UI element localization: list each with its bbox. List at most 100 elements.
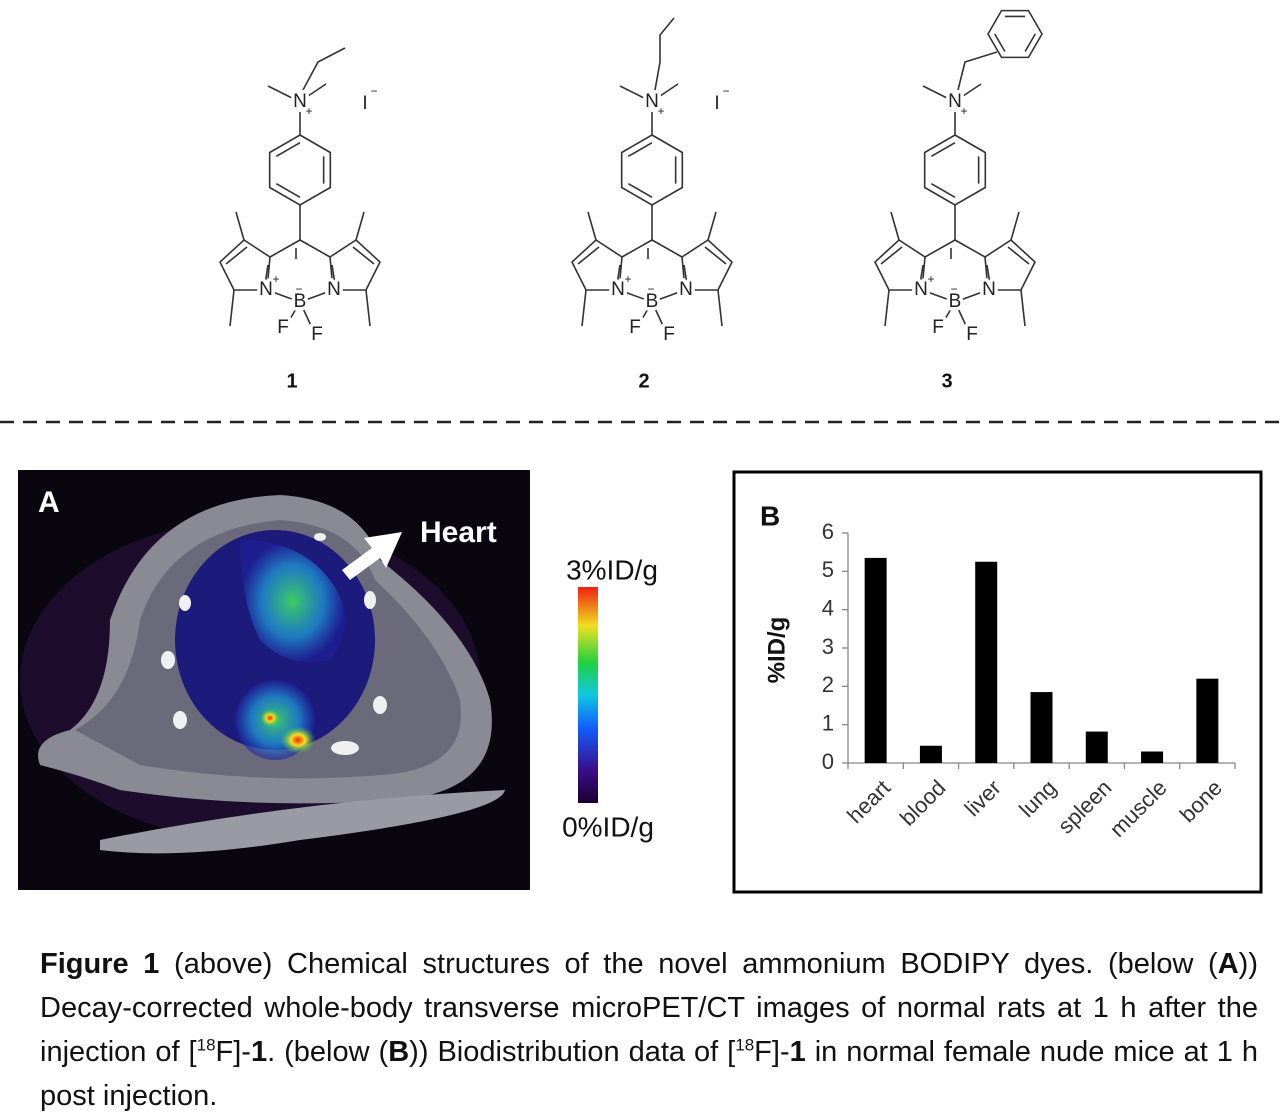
charge: + [272, 272, 279, 286]
arrow [342, 532, 402, 580]
atom-label: F [932, 317, 944, 338]
atom-label: N [611, 279, 625, 300]
bond [620, 134, 684, 206]
caption: Figure 1 (above) Chemical structures of … [40, 942, 1258, 1118]
caption-text: 18 [735, 1035, 755, 1055]
bond [581, 289, 587, 327]
bond [302, 47, 346, 91]
bond [618, 289, 653, 303]
atom-label: F [311, 324, 323, 345]
bond [954, 239, 986, 258]
charge: − [370, 84, 377, 98]
atom-label: F [966, 324, 978, 345]
y-tick-label: 2 [822, 672, 834, 697]
bond [717, 289, 723, 327]
bond [275, 142, 301, 158]
bond [884, 289, 890, 327]
bond [267, 85, 293, 99]
counterion: I [362, 93, 367, 114]
bond [307, 83, 327, 97]
bond [1020, 289, 1026, 327]
bond [954, 289, 989, 303]
bond [587, 211, 597, 241]
bond [627, 142, 653, 158]
bond [275, 182, 301, 198]
bond [659, 83, 679, 97]
caption-text: 1 [250, 1036, 268, 1068]
bond [651, 301, 667, 333]
bond [957, 51, 998, 91]
bond [704, 246, 727, 265]
caption-text: Figure 1 [40, 948, 160, 980]
bond [651, 239, 683, 258]
bond [683, 264, 688, 285]
bond [962, 83, 982, 97]
y-tick-label: 5 [822, 557, 834, 582]
caption-text: F]- [215, 1036, 251, 1068]
bar [919, 745, 942, 763]
bond [225, 246, 248, 265]
bond [919, 264, 924, 285]
y-tick-label: 3 [822, 634, 834, 659]
structures: N+N +B− NF FI−1N+N +B− NF FI−2N+N +B− NF F3 [219, 9, 1043, 392]
atom-label: N [982, 279, 996, 300]
atom-label: F [629, 317, 641, 338]
compound-label: 3 [941, 370, 952, 392]
caption-text: A [1217, 948, 1239, 980]
atom-label: N [645, 91, 659, 112]
bond [921, 289, 956, 303]
bond [637, 301, 653, 327]
bond [352, 246, 375, 265]
bond [874, 238, 926, 291]
bond [1007, 246, 1030, 265]
bond [268, 134, 332, 206]
bond [229, 289, 235, 327]
charge: − [295, 282, 302, 296]
charge: + [927, 272, 934, 286]
atom-label: N [293, 91, 307, 112]
bond [577, 246, 600, 265]
bond [235, 211, 245, 241]
charge: + [657, 104, 664, 118]
caption-text: 18 [196, 1035, 216, 1055]
bond [930, 182, 956, 198]
bond [924, 239, 956, 258]
bond [299, 289, 334, 303]
bond [654, 17, 675, 91]
bond [285, 301, 301, 327]
compound-label: 2 [638, 370, 649, 392]
bond [984, 238, 1036, 291]
atom-label: F [277, 317, 289, 338]
charge: + [960, 104, 967, 118]
caption-text: )) Biodistribution data of [ [409, 1036, 736, 1068]
bond [987, 9, 1043, 59]
atom-label: N [327, 279, 341, 300]
bond [994, 33, 1006, 52]
bond [940, 301, 956, 327]
caption-text: F]- [754, 1036, 790, 1068]
panel-label: A [38, 486, 60, 519]
caption-text: 1 [789, 1036, 806, 1068]
bar [1085, 731, 1108, 763]
bond [616, 264, 621, 285]
y-tick-label: 6 [822, 519, 834, 544]
bond [331, 264, 336, 285]
bond [880, 246, 903, 265]
colorbar [578, 587, 598, 803]
bond [707, 211, 717, 241]
compound-label: 1 [286, 370, 297, 392]
bond [266, 289, 301, 303]
y-tick-label: 1 [822, 710, 834, 735]
atom-label: B [949, 291, 962, 312]
charge: − [722, 84, 729, 98]
bond [1010, 211, 1020, 241]
y-axis-label: %ID/g [763, 617, 790, 684]
charge: + [624, 272, 631, 286]
bond [923, 134, 987, 206]
chart-frame [732, 470, 1263, 894]
bond [681, 238, 733, 291]
charge: − [647, 282, 654, 296]
charge: − [950, 282, 957, 296]
bond [264, 264, 269, 285]
